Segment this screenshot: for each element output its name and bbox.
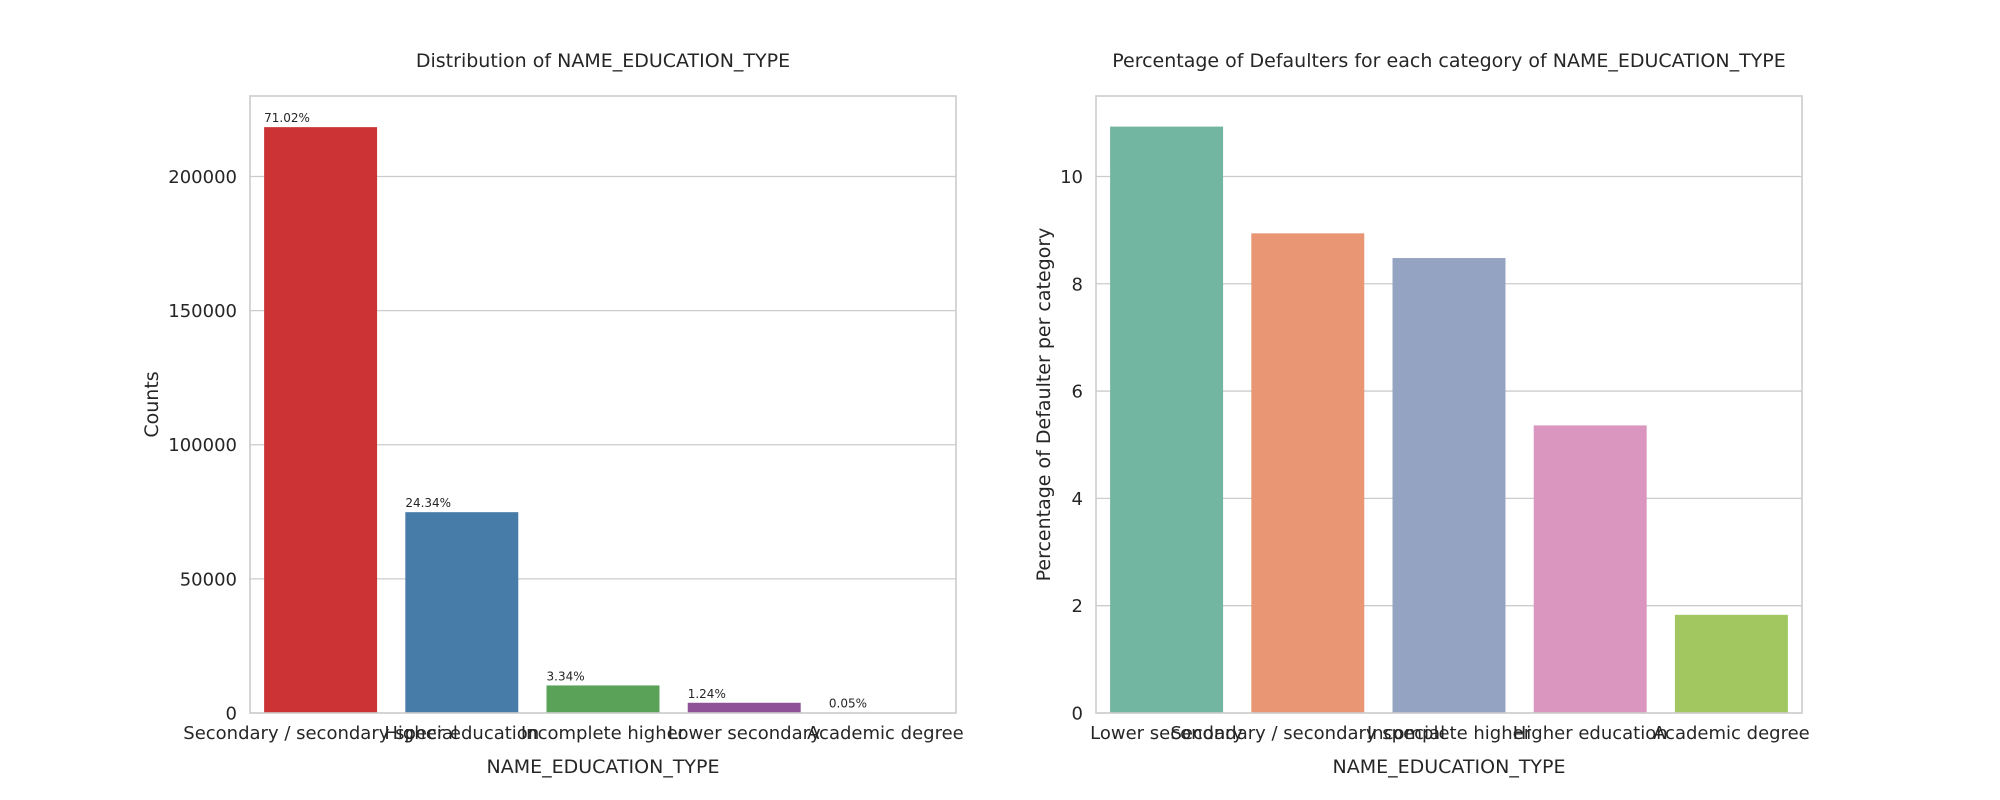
chart-right-bar xyxy=(1674,614,1788,713)
chart-left: 71.02% 24.34% 3.34% 1.24% 0.05% 0 50000 100000… xyxy=(141,50,964,778)
chart-right-ytick-label: 6 xyxy=(1072,382,1083,403)
chart-left-bar xyxy=(264,127,378,714)
chart-left-bar-label: 3.34% xyxy=(547,669,585,683)
chart-left-bar-labels: 71.02% 24.34% 3.34% 1.24% 0.05% xyxy=(264,111,867,710)
chart-left-xtick-label: Academic degree xyxy=(807,723,964,744)
chart-right-bar xyxy=(1392,258,1506,713)
chart-right-bar xyxy=(1110,126,1224,714)
chart-left-bars xyxy=(264,127,942,714)
chart-right-frame xyxy=(1095,95,1803,714)
chart-right-bar xyxy=(1533,425,1647,713)
chart-right-ytick-label: 0 xyxy=(1072,704,1083,725)
chart-left-bar-label: 0.05% xyxy=(829,697,867,711)
chart-right-bar xyxy=(1251,233,1365,714)
chart-left-bar-label: 71.02% xyxy=(264,111,310,125)
chart-right-yticks: 0 2 4 6 8 10 xyxy=(1060,167,1083,725)
chart-left-bar xyxy=(546,685,660,713)
chart-left-xtick-label: Higher education xyxy=(384,723,539,744)
chart-right-ytick-label: 8 xyxy=(1072,274,1083,295)
chart-right-ytick-label: 4 xyxy=(1072,489,1083,510)
chart-left-xtick-label: Lower secondary xyxy=(668,723,821,744)
chart-left-ytick-label: 0 xyxy=(226,704,237,725)
chart-right-xlabel: NAME_EDUCATION_TYPE xyxy=(1333,756,1566,778)
chart-left-ylabel: Counts xyxy=(141,371,163,437)
chart-left-ytick-label: 100000 xyxy=(168,435,237,456)
chart-left-bar xyxy=(405,512,519,713)
chart-right-title: Percentage of Defaulters for each catego… xyxy=(1112,50,1786,72)
chart-left-bar-label: 24.34% xyxy=(405,496,451,510)
chart-left-title: Distribution of NAME_EDUCATION_TYPE xyxy=(416,50,790,72)
chart-right-xtick-label: Incomplete higher xyxy=(1367,723,1532,744)
chart-right-bars xyxy=(1110,126,1788,714)
chart-left-xtick-label: Secondary / secondary special xyxy=(183,723,458,744)
chart-left-bar xyxy=(687,702,801,713)
chart-left-ytick-label: 50000 xyxy=(180,569,237,590)
chart-right-xtick-label: Academic degree xyxy=(1653,723,1810,744)
chart-right-ytick-label: 2 xyxy=(1072,596,1083,617)
chart-left-ytick-label: 200000 xyxy=(168,167,237,188)
chart-left-ytick-label: 150000 xyxy=(168,301,237,322)
chart-right-xtick-label: Secondary / secondary special xyxy=(1170,723,1445,744)
chart-left-xlabel: NAME_EDUCATION_TYPE xyxy=(487,756,720,778)
chart-left-frame xyxy=(249,95,957,714)
chart-right-ytick-label: 10 xyxy=(1060,167,1083,188)
chart-left-bar-label: 1.24% xyxy=(688,687,726,701)
chart-right-xtick-label: Lower secondary xyxy=(1090,723,1243,744)
chart-right-ylabel: Percentage of Defaulter per category xyxy=(1033,228,1055,582)
chart-left-xtick-label: Incomplete higher xyxy=(521,723,686,744)
chart-right-xtick-label: Higher education xyxy=(1513,723,1668,744)
chart-left-yticks: 0 50000 100000 150000 200000 xyxy=(168,167,237,725)
